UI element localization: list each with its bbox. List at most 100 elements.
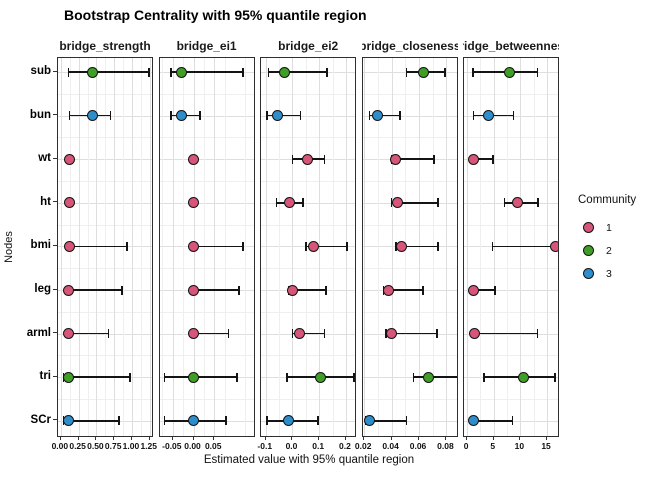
gridline-horizontal-minor <box>159 93 254 95</box>
data-point <box>469 328 481 340</box>
y-axis-tick <box>53 332 57 334</box>
error-bar <box>67 245 127 248</box>
gridline-horizontal-minor <box>58 93 152 95</box>
gridline-horizontal-minor <box>464 311 559 313</box>
y-axis-tick <box>53 114 57 116</box>
gridline-horizontal-minor <box>159 355 254 357</box>
error-bar-cap <box>511 416 514 426</box>
error-bar-cap <box>67 67 70 77</box>
x-axis-tick <box>318 437 320 440</box>
x-axis-tick <box>418 437 420 440</box>
x-axis-tick <box>344 437 346 440</box>
data-point <box>284 197 296 209</box>
error-bar-cap <box>536 329 539 339</box>
error-bar <box>391 158 435 160</box>
error-bar-cap <box>163 416 166 426</box>
y-node-label: arml <box>26 326 51 339</box>
data-point <box>63 153 75 165</box>
gridline-horizontal <box>58 159 152 161</box>
gridline-horizontal-minor <box>261 224 356 226</box>
error-bar-cap <box>148 67 150 77</box>
error-bar <box>365 420 407 422</box>
x-tick-label: 0.06 <box>409 441 427 451</box>
legend-item-label: 2 <box>606 244 612 257</box>
gridline-horizontal-minor <box>261 399 356 400</box>
error-bar-cap <box>353 372 355 382</box>
y-node-label: ht <box>40 195 51 208</box>
x-tick-label: 0 <box>463 441 469 451</box>
gridline-horizontal <box>362 115 457 117</box>
error-bar <box>471 420 513 422</box>
x-tick-label: 0.04 <box>382 441 399 451</box>
y-node-label: tri <box>39 370 52 383</box>
x-tick-label: 0.00 <box>184 441 201 451</box>
error-bar-cap <box>472 111 475 121</box>
error-bar-cap <box>326 67 329 77</box>
data-point <box>504 66 516 78</box>
data-point <box>188 284 200 296</box>
data-point <box>63 284 75 296</box>
x-axis-tick <box>113 437 115 440</box>
data-point <box>417 66 429 78</box>
legend-items: 1 2 3 <box>578 216 670 285</box>
facet-panel <box>57 57 153 437</box>
error-bar-cap <box>299 111 302 121</box>
gridline-horizontal-minor <box>362 137 457 139</box>
facet-strip-label: bridge_strength <box>59 39 151 53</box>
data-point <box>383 284 395 296</box>
data-point <box>188 197 200 209</box>
x-tick-label: 10 <box>514 441 525 451</box>
x-axis-tick <box>492 437 494 440</box>
gridline-vertical <box>467 58 469 436</box>
error-bar <box>492 245 557 248</box>
gridline-vertical <box>446 58 448 436</box>
data-point <box>467 415 479 427</box>
error-bar <box>67 332 109 335</box>
x-tick-label: 0.1 <box>312 441 325 451</box>
facet-strip: bridge_ei2 <box>260 36 356 56</box>
gridline-horizontal <box>464 159 559 161</box>
error-bar-cap <box>399 111 401 121</box>
legend: Community 1 2 3 <box>578 194 670 285</box>
legend-item: 2 <box>578 239 670 262</box>
error-bar-cap <box>109 111 112 121</box>
data-point <box>301 153 313 165</box>
x-tick-label: 1.00 <box>122 441 140 451</box>
chart-title: Bootstrap Centrality with 95% quantile r… <box>64 7 367 23</box>
gridline-vertical-minor <box>140 58 142 436</box>
error-bar-cap <box>242 67 244 77</box>
data-point <box>188 153 200 165</box>
x-axis-tick <box>213 437 215 440</box>
gridline-vertical-minor <box>279 58 281 436</box>
gridline-horizontal-minor <box>362 355 457 357</box>
gridline-horizontal-minor <box>159 137 254 139</box>
x-tick-label: 0.0 <box>285 441 298 451</box>
error-bar-cap <box>236 372 238 382</box>
gridline-horizontal-minor <box>58 137 152 139</box>
x-axis-tick <box>192 437 194 440</box>
legend-marker-circle <box>583 268 594 279</box>
legend-item-label: 3 <box>606 267 612 280</box>
error-bar <box>164 376 237 378</box>
legend-marker-circle <box>583 245 594 256</box>
gridline-vertical-minor <box>480 58 482 436</box>
data-point <box>423 371 435 383</box>
error-bar <box>63 420 120 422</box>
error-bar <box>268 71 328 73</box>
x-tick-label: 15 <box>541 441 551 451</box>
error-bar-cap <box>266 416 268 426</box>
gridline-horizontal-minor <box>464 137 559 139</box>
gridline-vertical-minor <box>162 58 164 436</box>
error-bar-cap <box>129 372 131 382</box>
error-bar-cap <box>238 285 240 295</box>
error-bar-cap <box>291 154 294 164</box>
y-node-label: SCr <box>30 413 51 426</box>
error-bar <box>471 289 495 291</box>
error-bar-cap <box>198 111 201 121</box>
gridline-horizontal-minor <box>362 399 457 400</box>
data-point <box>308 240 320 252</box>
gridline-horizontal-minor <box>58 399 152 400</box>
x-tick-label: 0.08 <box>437 441 454 451</box>
x-axis-title: Estimated value with 95% quantile region <box>203 454 415 466</box>
